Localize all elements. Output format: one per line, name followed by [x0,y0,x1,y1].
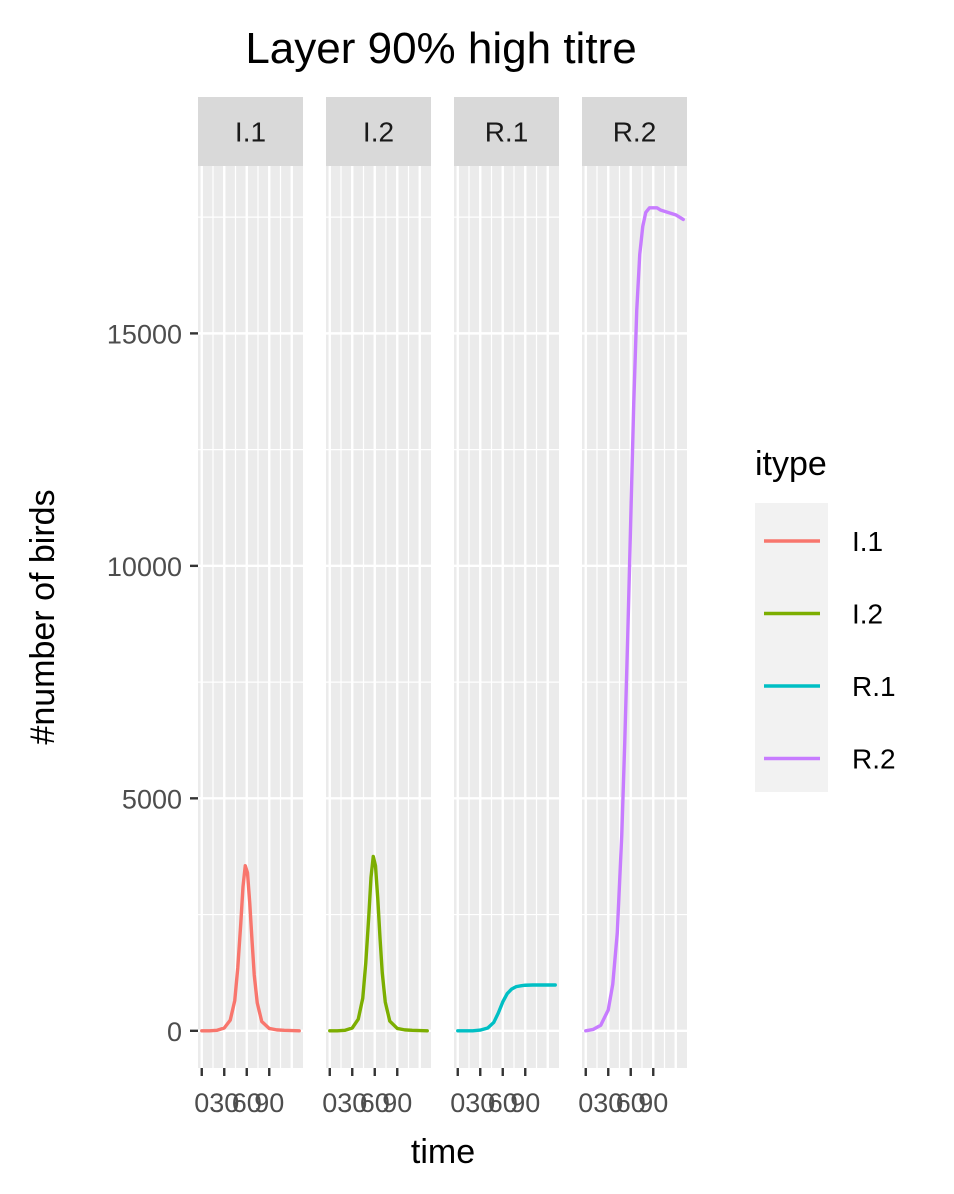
facet-strip-r-1: R.1 [454,97,559,166]
facet-strip-i-2: I.2 [326,97,431,166]
strip-label: I.2 [363,117,394,148]
y-tick-label: 10000 [107,552,182,582]
panel-background [582,166,687,1068]
series-line-i-2 [328,854,429,1033]
chart-title: Layer 90% high titre [245,24,636,73]
legend-title: itype [755,445,827,483]
x-tick-label: 30 [337,1088,367,1118]
facet-strip-i-1: I.1 [198,97,303,166]
x-tick-label: 30 [209,1088,239,1118]
facet-panel-r-2 [582,166,687,1068]
x-tick-label: 90 [510,1088,540,1118]
x-tick-label: 90 [382,1088,412,1118]
strip-label: R.1 [485,117,529,148]
legend-entry-i-1: I.1 [764,526,883,557]
x-tick-label: 60 [488,1088,518,1118]
y-tick-label: 5000 [122,784,182,814]
x-tick-label: 30 [465,1088,495,1118]
legend-label: R.2 [852,744,896,775]
x-tick-label: 30 [593,1088,623,1118]
x-tick-label: 60 [616,1088,646,1118]
legend-key-background [755,503,828,792]
x-axis-title: time [411,1133,475,1171]
strip-background [454,97,559,166]
legend-label: I.1 [852,526,883,557]
legend-label: I.2 [852,599,883,630]
panel-background [454,166,559,1068]
series-line-i-1 [200,864,301,1033]
strip-label: I.1 [235,117,266,148]
x-tick-label: 0 [450,1088,465,1118]
x-tick-label: 60 [232,1088,262,1118]
y-tick-label: 15000 [107,319,182,349]
y-axis-title: #number of birds [24,489,62,744]
legend-entry-r-2: R.2 [764,744,896,775]
facet-panel-i-1 [198,166,303,1068]
legend-entry-i-2: I.2 [764,599,883,630]
x-tick-label: 90 [638,1088,668,1118]
x-tick-label: 60 [360,1088,390,1118]
series-line-r-1 [456,983,557,1033]
legend: itype I.1 I.2 R.1 R.2 [755,445,896,792]
facet-panel-r-1 [454,166,559,1068]
y-axis: 0 5000 10000 15000 [107,319,198,1047]
x-tick-label: 0 [322,1088,337,1118]
facet-panels [198,166,687,1068]
x-tick-label: 90 [254,1088,284,1118]
legend-label: R.1 [852,671,896,702]
y-tick-label: 0 [167,1017,182,1047]
strip-label: R.2 [613,117,657,148]
facet-strip-r-2: R.2 [582,97,687,166]
x-tick-label: 0 [194,1088,209,1118]
strip-background [582,97,687,166]
strip-background [326,97,431,166]
facet-panel-i-2 [326,166,431,1068]
x-tick-label: 0 [578,1088,593,1118]
series-line-r-2 [584,206,685,1033]
legend-entry-r-1: R.1 [764,671,896,702]
facet-strips: I.1 I.2 R.1 R.2 [198,97,687,166]
strip-background [198,97,303,166]
